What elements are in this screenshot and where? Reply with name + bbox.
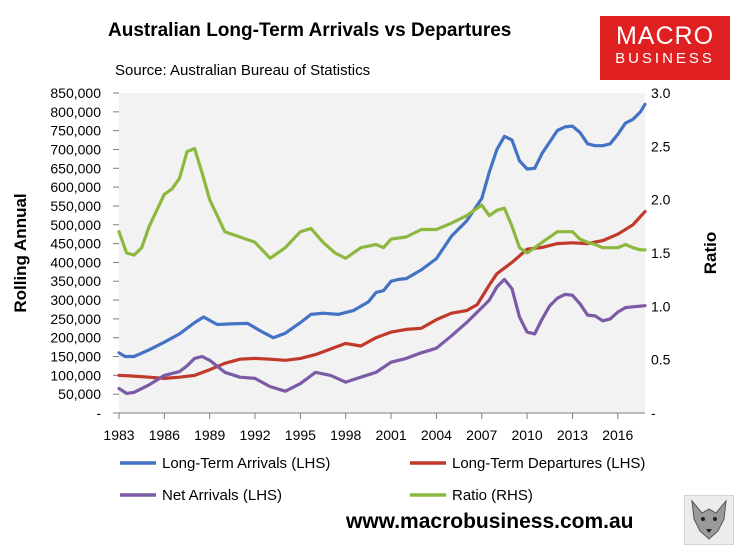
y-left-tick-label: 650,000 (50, 160, 101, 176)
x-tick-label: 2013 (557, 427, 588, 443)
wolf-logo-icon (684, 495, 734, 545)
y-left-tick-label: 600,000 (50, 179, 101, 195)
y-left-tick-label: 350,000 (50, 273, 101, 289)
series-line-2 (117, 210, 647, 380)
series-line-1 (117, 102, 647, 359)
y-right-tick-label: 3.0 (651, 85, 671, 101)
chart-legend: Long-Term Arrivals (LHS) Long-Term Depart… (120, 455, 645, 504)
y-right-tick-label: 0.5 (651, 352, 671, 368)
logo-line-1: MACRO (615, 22, 715, 50)
chart-title: Australian Long-Term Arrivals vs Departu… (108, 20, 512, 41)
y-left-tick-label: 200,000 (50, 330, 101, 346)
y-left-tick-label: 450,000 (50, 236, 101, 252)
series-lines (117, 102, 647, 395)
x-tick-label: 1998 (330, 427, 361, 443)
series-line-3 (117, 277, 647, 395)
y-left-axis-title: Rolling Annual (11, 193, 30, 312)
y-left-tick-label: 700,000 (50, 141, 101, 157)
x-tick-label: 1986 (149, 427, 180, 443)
x-tick-label: 2010 (512, 427, 543, 443)
y-right-axis-title: Ratio (701, 232, 720, 275)
y-left-tick-label: 300,000 (50, 292, 101, 308)
x-axis-ticks: 1983 1986 1989 1992 1995 1998 2001 2004 2007 2010… (103, 413, 634, 443)
x-tick-label: 2001 (375, 427, 406, 443)
x-tick-label: 1989 (194, 427, 225, 443)
y-left-tick-label: 100,000 (50, 367, 101, 383)
x-tick-label: 1983 (103, 427, 134, 443)
y-left-tick-label: 50,000 (58, 386, 101, 402)
y-right-tick-label: - (651, 405, 656, 421)
y-left-tick-label: 150,000 (50, 349, 101, 365)
chart-source: Source: Australian Bureau of Statistics (115, 62, 371, 79)
series-line-4 (117, 146, 647, 260)
x-tick-label: 2007 (466, 427, 497, 443)
website-url: www.macrobusiness.com.au (346, 510, 634, 533)
plot-area (119, 93, 645, 413)
y-right-axis-ticks: - 0.5 1.0 1.5 2.0 2.5 3.0 (651, 85, 671, 421)
y-left-tick-label: 750,000 (50, 123, 101, 139)
x-tick-label: 2016 (602, 427, 633, 443)
x-tick-label: 1995 (285, 427, 316, 443)
y-right-tick-label: 2.5 (651, 138, 671, 154)
y-right-tick-label: 1.5 (651, 245, 671, 261)
y-left-tick-label: 850,000 (50, 85, 101, 101)
y-right-tick-label: 2.0 (651, 192, 671, 208)
y-left-tick-label: 500,000 (50, 217, 101, 233)
y-left-tick-label: 550,000 (50, 198, 101, 214)
x-tick-label: 2004 (421, 427, 452, 443)
y-left-tick-label: 250,000 (50, 311, 101, 327)
logo-line-2: BUSINESS (615, 50, 715, 67)
x-tick-label: 1992 (239, 427, 270, 443)
y-right-tick-label: 1.0 (651, 298, 671, 314)
macrobusiness-logo: MACRO BUSINESS (600, 16, 730, 80)
legend-label-4: Ratio (RHS) (452, 487, 533, 504)
y-left-tick-label: - (96, 405, 101, 421)
y-left-tick-label: 400,000 (50, 254, 101, 270)
legend-label-2: Long-Term Departures (LHS) (452, 455, 645, 472)
y-left-tick-label: 800,000 (50, 104, 101, 120)
legend-label-3: Net Arrivals (LHS) (162, 487, 282, 504)
y-left-axis-ticks: - 50,000 100,000 150,000 200,000 250,000 300,0… (50, 85, 119, 421)
legend-label-1: Long-Term Arrivals (LHS) (162, 455, 330, 472)
